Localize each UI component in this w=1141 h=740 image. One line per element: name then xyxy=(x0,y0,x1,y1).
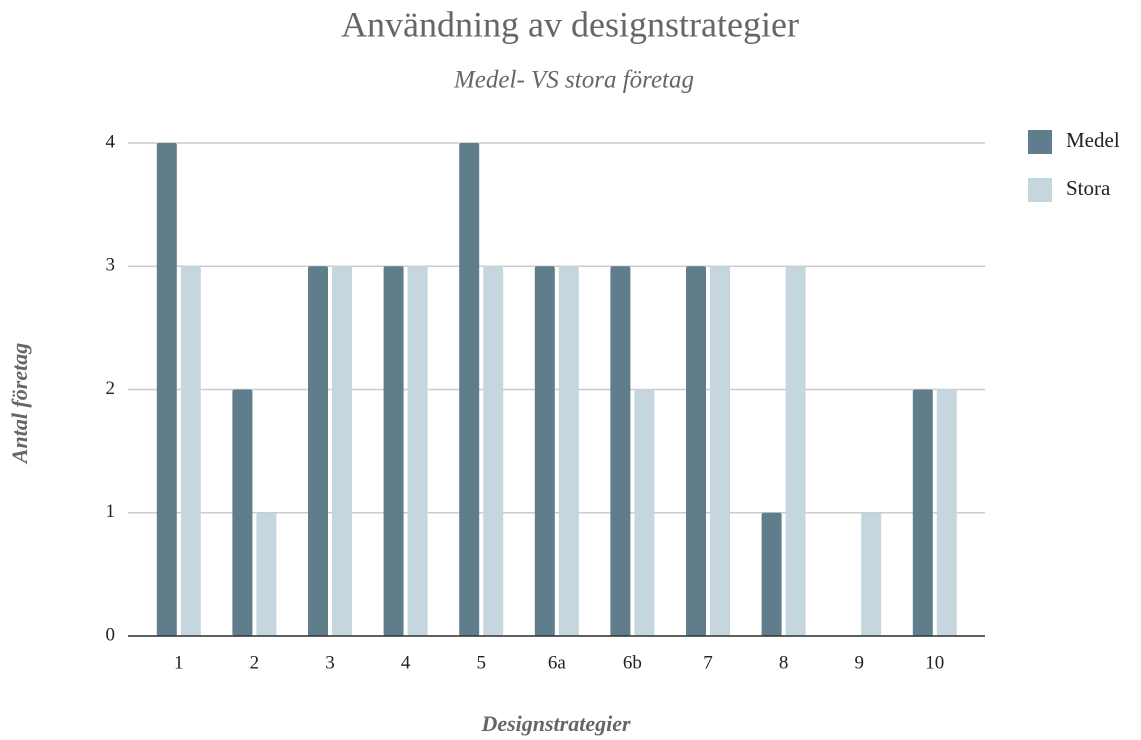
bar xyxy=(459,143,480,636)
x-tick-label: 3 xyxy=(325,652,335,673)
bar xyxy=(785,266,806,636)
bar xyxy=(232,389,253,636)
bar xyxy=(761,512,782,636)
x-tick-label: 4 xyxy=(401,652,411,673)
x-tick-label: 8 xyxy=(779,652,789,673)
legend-swatch xyxy=(1028,130,1052,154)
bar xyxy=(180,266,201,636)
bar xyxy=(407,266,428,636)
x-tick-label: 6b xyxy=(623,652,642,673)
y-tick-label: 4 xyxy=(106,131,116,152)
bar xyxy=(634,389,655,636)
bar xyxy=(710,266,730,636)
bar xyxy=(610,266,631,636)
bar xyxy=(534,266,555,636)
bar xyxy=(912,389,933,636)
y-tick-label: 1 xyxy=(106,501,116,522)
x-axis-label: Designstrategier xyxy=(480,711,631,736)
x-tick-label: 9 xyxy=(854,652,864,673)
y-axis-label: Antal företag xyxy=(7,343,32,465)
bar xyxy=(483,266,504,636)
bar xyxy=(936,389,957,636)
legend-swatch xyxy=(1028,178,1052,202)
legend-label: Stora xyxy=(1066,176,1111,200)
x-tick-label: 2 xyxy=(250,652,260,673)
x-tick-label: 1 xyxy=(174,652,184,673)
bar xyxy=(558,266,579,636)
y-tick-label: 3 xyxy=(106,255,116,276)
bar xyxy=(156,143,177,636)
bar xyxy=(383,266,404,636)
y-tick-label: 2 xyxy=(106,378,116,399)
chart-subtitle: Medel- VS stora företag xyxy=(453,67,694,94)
bar xyxy=(332,266,352,636)
x-tick-label: 6a xyxy=(548,652,567,673)
x-tick-label: 7 xyxy=(703,652,713,673)
y-tick-label: 0 xyxy=(106,624,116,645)
bar xyxy=(686,266,706,636)
bar xyxy=(861,512,882,636)
legend-label: Medel xyxy=(1066,128,1120,152)
x-tick-label: 10 xyxy=(925,652,944,673)
bar xyxy=(308,266,328,636)
bar xyxy=(256,512,277,636)
x-tick-label: 5 xyxy=(476,652,486,673)
chart-title: Användning av designstrategier xyxy=(341,4,799,44)
